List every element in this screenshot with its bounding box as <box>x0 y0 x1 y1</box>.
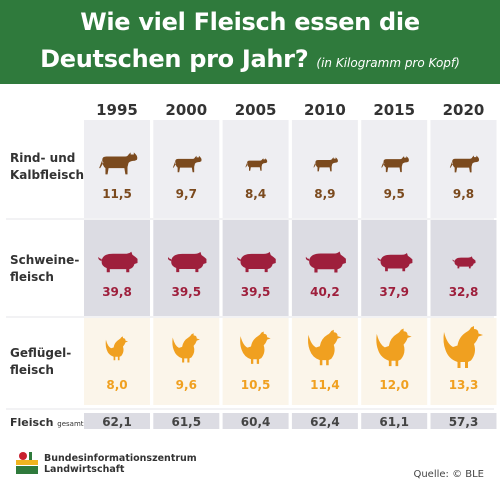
panel-2015-2 <box>361 318 428 405</box>
source-note: Quelle: © BLE <box>413 469 484 480</box>
panel-2020-0 <box>430 120 497 218</box>
poultry-value-2000: 9,6 <box>176 378 197 392</box>
beef-icon-2020 <box>449 155 480 173</box>
beef-icon-1995 <box>99 152 138 175</box>
panel-2010-0 <box>291 120 358 218</box>
year-header-1995: 1995 <box>96 101 138 119</box>
pork-value-1995: 39,8 <box>102 285 132 299</box>
beef-value-2000: 9,7 <box>176 187 197 201</box>
meat-consumption-chart: 1995 2000 2005 2010 2015 2020 11,5 9,7 8,4 8,9 9,5… <box>6 101 497 429</box>
pork-value-2010: 40,2 <box>310 285 340 299</box>
row-label-total-suffix: gesamt <box>57 420 84 428</box>
pork-icon-2010 <box>305 251 346 273</box>
panel-2020-1 <box>430 220 497 316</box>
row-label-poultry: Geflügel- fleisch <box>10 345 71 379</box>
beef-value-2010: 8,9 <box>314 187 335 201</box>
row-label-total-main: Fleisch <box>10 416 54 429</box>
org-name-line-1: Bundesinformationszentrum <box>44 453 197 464</box>
pork-icon-2005 <box>237 251 276 273</box>
ble-logo-icon <box>14 450 40 476</box>
year-header-2000: 2000 <box>165 101 207 119</box>
poultry-value-1995: 8,0 <box>106 378 127 392</box>
beef-value-1995: 11,5 <box>102 187 132 201</box>
total-value-1995: 62,1 <box>102 415 132 429</box>
total-value-2010: 62,4 <box>310 415 340 429</box>
poultry-value-2020: 13,3 <box>449 378 479 392</box>
poultry-icon-2010 <box>308 329 342 366</box>
org-name: Bundesinformationszentrum Landwirtschaft <box>44 453 197 475</box>
beef-value-2005: 8,4 <box>245 187 266 201</box>
title-line-2-text: Deutschen pro Jahr? <box>40 45 309 73</box>
poultry-value-2010: 11,4 <box>310 378 340 392</box>
row-label-pork-line-2: fleisch <box>10 270 54 284</box>
panel-2005-3 <box>222 413 289 429</box>
pork-value-2020: 32,8 <box>449 285 479 299</box>
panel-2020-3 <box>430 413 497 429</box>
panel-1995-0 <box>84 120 150 218</box>
panel-1995-2 <box>84 318 150 405</box>
panel-2000-2 <box>153 318 220 405</box>
panel-2010-2 <box>291 318 358 405</box>
panel-2005-0 <box>222 120 289 218</box>
beef-value-2015: 9,5 <box>384 187 405 201</box>
pork-icon-2000 <box>167 251 207 273</box>
pork-value-2015: 37,9 <box>379 285 409 299</box>
poultry-icon-2000 <box>172 333 200 363</box>
panel-2015-3 <box>361 413 428 429</box>
org-name-line-2: Landwirtschaft <box>44 464 125 475</box>
year-header-2015: 2015 <box>373 101 415 119</box>
poultry-icon-2005 <box>240 331 271 364</box>
pork-icon-2020 <box>452 256 476 269</box>
pork-icon-1995 <box>98 251 138 273</box>
title-line-1: Wie viel Fleisch essen die <box>80 8 420 36</box>
poultry-icon-2020 <box>443 326 483 368</box>
year-header-2010: 2010 <box>304 101 346 119</box>
total-value-2020: 57,3 <box>449 415 479 429</box>
beef-icon-2000 <box>172 155 202 173</box>
panel-2010-3 <box>291 413 358 429</box>
pork-icon-2015 <box>377 252 413 272</box>
pork-value-2005: 39,5 <box>241 285 271 299</box>
row-label-beef-line-1: Rind- und <box>10 151 76 165</box>
beef-icon-2015 <box>381 156 409 173</box>
poultry-icon-2015 <box>376 328 412 367</box>
total-value-2015: 61,1 <box>379 415 409 429</box>
row-label-beef-line-2: Kalbfleisch <box>10 168 85 182</box>
row-label-pork-line-1: Schweine- <box>10 253 80 267</box>
row-label-poultry-line-1: Geflügel- <box>10 346 72 360</box>
beef-value-2020: 9,8 <box>453 187 474 201</box>
panel-2000-0 <box>153 120 220 218</box>
title-banner: Wie viel Fleisch essen die Deutschen pro… <box>0 0 500 84</box>
pork-value-2000: 39,5 <box>171 285 201 299</box>
row-label-total: Fleisch gesamt <box>10 416 84 429</box>
row-label-poultry-line-2: fleisch <box>10 363 54 377</box>
beef-icon-2010 <box>313 157 338 172</box>
row-label-pork: Schweine- fleisch <box>10 252 79 286</box>
year-header-2020: 2020 <box>443 101 485 119</box>
panel-2015-0 <box>361 120 428 218</box>
row-label-beef: Rind- und Kalbfleisch <box>10 150 84 184</box>
panel-2000-3 <box>153 413 220 429</box>
beef-icon-2005 <box>245 158 268 171</box>
poultry-value-2005: 10,5 <box>241 378 271 392</box>
total-value-2005: 60,4 <box>241 415 271 429</box>
title-line-2: Deutschen pro Jahr? (in Kilogramm pro Ko… <box>0 45 500 73</box>
unit-note: (in Kilogramm pro Kopf) <box>316 56 460 70</box>
year-header-2005: 2005 <box>235 101 277 119</box>
poultry-value-2015: 12,0 <box>379 378 409 392</box>
panel-1995-3 <box>84 413 150 429</box>
total-value-2000: 61,5 <box>171 415 201 429</box>
panel-2005-2 <box>222 318 289 405</box>
poultry-icon-1995 <box>105 336 129 361</box>
